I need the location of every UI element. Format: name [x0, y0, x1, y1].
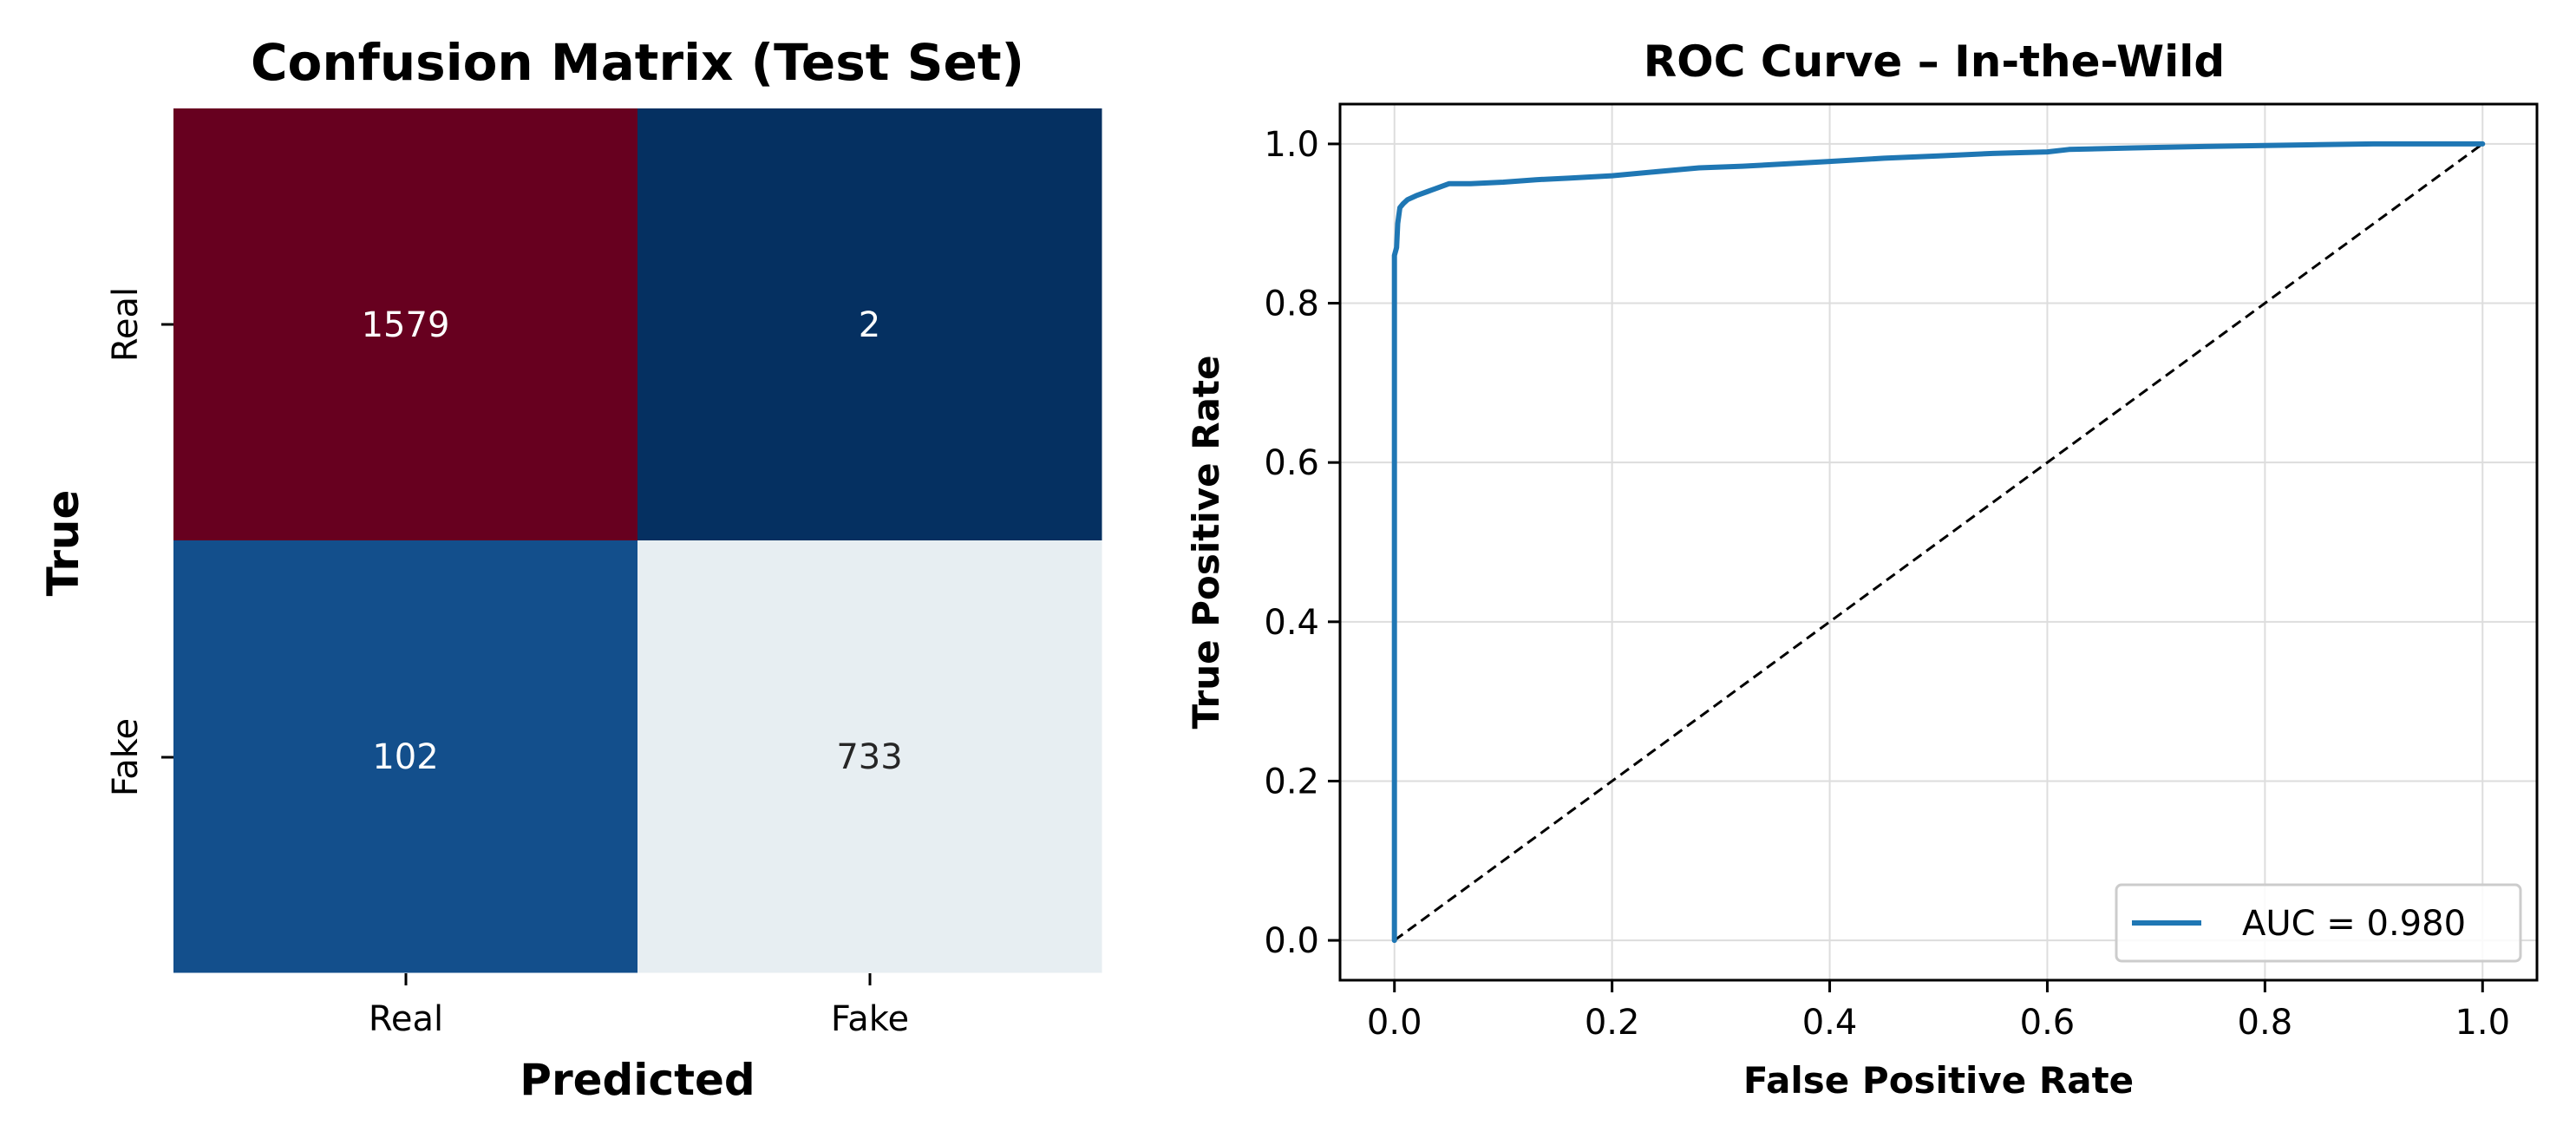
y-tick-label: 0.8 [1264, 285, 1319, 324]
roc-xlabel: False Positive Rate [1743, 1059, 2134, 1102]
confusion-matrix-cells: 1579 2 102 733 [173, 108, 1102, 973]
chance-diagonal-line [1393, 142, 2484, 942]
heatmap-cell-value: 102 [372, 737, 438, 777]
heatmap-cell [173, 540, 638, 973]
heatmap-cell-value: 2 [859, 305, 880, 345]
x-tick-label: 1.0 [2455, 1003, 2510, 1043]
confusion-matrix-title: Confusion Matrix (Test Set) [251, 33, 1024, 92]
x-tick-label: 0.4 [1802, 1003, 1858, 1043]
roc-curve-panel: ROC Curve – In-the-Wild 0.0 0.2 0.4 0.6 0.8 1… [1185, 36, 2539, 1102]
roc-plot-frame [1338, 102, 2539, 982]
roc-y-ticks: 0.0 0.2 0.4 0.6 0.8 1.0 [1264, 125, 1340, 961]
x-tick-label: 0.2 [1585, 1003, 1640, 1043]
confusion-matrix-ylabel: True [38, 490, 88, 597]
x-tick-label: 0.0 [1367, 1003, 1422, 1043]
confusion-matrix-xlabel: Predicted [520, 1055, 755, 1105]
y-tick-label: 1.0 [1264, 125, 1319, 165]
x-tick-label-real: Real [369, 999, 443, 1039]
x-tick-label-fake: Fake [831, 999, 909, 1039]
y-tick-label: 0.0 [1264, 921, 1319, 961]
roc-legend: AUC = 0.980 [2115, 883, 2522, 963]
roc-x-ticks: 0.0 0.2 0.4 0.6 0.8 1.0 [1367, 980, 2510, 1043]
confusion-matrix-ticks [161, 323, 872, 985]
roc-series [1391, 141, 2486, 944]
heatmap-cell [637, 540, 1102, 973]
y-tick-label-fake: Fake [106, 718, 146, 796]
roc-series-line [1391, 141, 2486, 944]
x-tick-label: 0.6 [2020, 1003, 2076, 1043]
y-tick-label: 0.2 [1264, 762, 1319, 802]
heatmap-cell-value: 733 [836, 737, 902, 777]
heatmap-cell [637, 108, 1102, 541]
y-tick-label: 0.4 [1264, 603, 1319, 643]
roc-reference-line [1393, 142, 2484, 942]
y-tick-label-real: Real [106, 287, 146, 362]
legend-box [2115, 883, 2522, 963]
heatmap-cell-value: 1579 [362, 305, 450, 345]
x-tick-label: 0.8 [2238, 1003, 2293, 1043]
heatmap-cell [173, 108, 638, 541]
roc-title: ROC Curve – In-the-Wild [1644, 36, 2225, 87]
legend-label: AUC = 0.980 [2242, 904, 2466, 944]
y-tick-label: 0.6 [1264, 443, 1319, 483]
roc-ylabel: True Positive Rate [1185, 356, 1227, 730]
